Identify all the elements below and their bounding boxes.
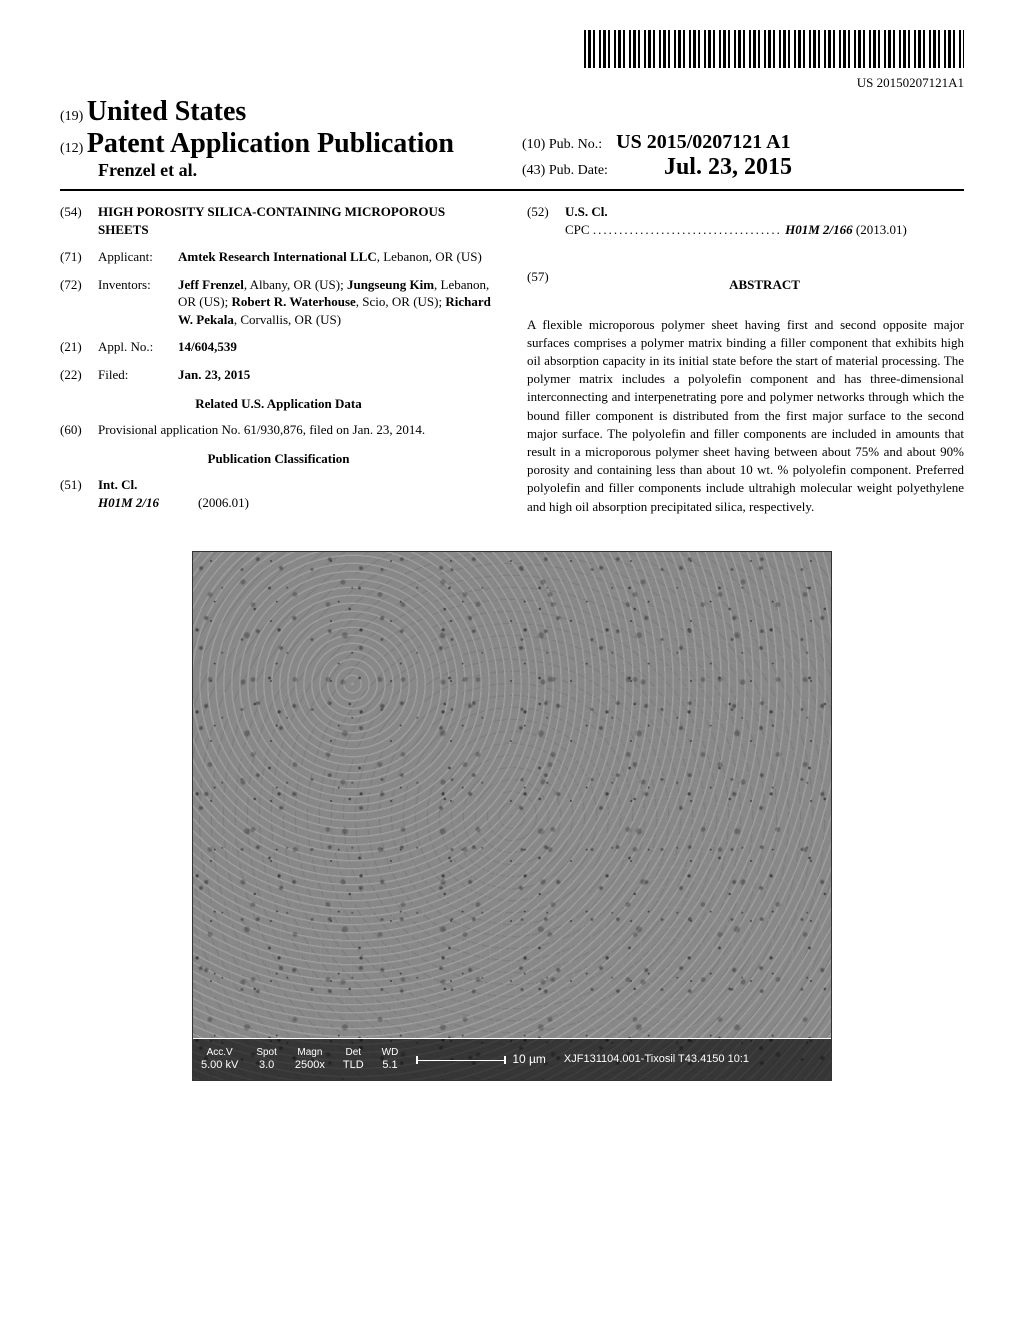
- cpc-line: CPC ....................................…: [565, 221, 964, 239]
- barcode-graphic: [584, 30, 964, 68]
- spacer: [527, 248, 964, 268]
- publication-header: (19) United States (12) Patent Applicati…: [60, 96, 964, 191]
- appl-no-label: Appl. No.:: [98, 338, 178, 356]
- appl-no-row: (21) Appl. No.: 14/604,539: [60, 338, 497, 356]
- classification-heading: Publication Classification: [60, 450, 497, 468]
- code-72: (72): [60, 276, 98, 329]
- inventors-list: Jeff Frenzel, Albany, OR (US); Jungseung…: [178, 276, 497, 329]
- inventor-1: Jeff Frenzel: [178, 277, 244, 292]
- pub-no-value: US 2015/0207121 A1: [616, 131, 790, 153]
- code-60: (60): [60, 421, 98, 439]
- spot-value: 3.0: [256, 1059, 277, 1072]
- applicant-row: (71) Applicant: Amtek Research Internati…: [60, 248, 497, 266]
- caption-wd: WD 5.1: [382, 1047, 399, 1072]
- cpc-label: CPC: [565, 222, 590, 237]
- caption-acc-v: Acc.V 5.00 kV: [201, 1047, 238, 1072]
- int-cl-code: H01M 2/16: [98, 495, 159, 510]
- appl-no-value: 14/604,539: [178, 338, 497, 356]
- wd-label: WD: [382, 1047, 399, 1059]
- applicant-location: , Lebanon, OR (US): [377, 249, 482, 264]
- sample-id: XJF131104.001-Tixosil T43.4150 10:1: [564, 1053, 749, 1066]
- magn-value: 2500x: [295, 1059, 325, 1072]
- micrograph-texture: [193, 552, 831, 1080]
- us-cl-row: (52) U.S. Cl. CPC ......................…: [527, 203, 964, 238]
- barcode-section: US 20150207121A1: [60, 30, 964, 91]
- applicant-content: Amtek Research International LLC, Lebano…: [178, 248, 497, 266]
- authors-line: Frenzel et al.: [60, 160, 502, 181]
- code-52: (52): [527, 203, 565, 238]
- publication-type: Patent Application Publication: [87, 128, 454, 159]
- int-cl-row: (51) Int. Cl. H01M 2/16 (2006.01): [60, 476, 497, 511]
- code-43: (43): [522, 163, 545, 178]
- country-name: United States: [87, 96, 246, 127]
- code-71: (71): [60, 248, 98, 266]
- code-22: (22): [60, 366, 98, 384]
- header-right: (10) Pub. No.: US 2015/0207121 A1 (43) P…: [502, 131, 964, 181]
- code-10: (10): [522, 137, 545, 152]
- caption-scale: 10 µm: [416, 1052, 546, 1066]
- left-column: (54) HIGH POROSITY SILICA-CONTAINING MIC…: [60, 203, 497, 521]
- caption-det: Det TLD: [343, 1047, 364, 1072]
- spot-label: Spot: [256, 1047, 277, 1059]
- inventors-label: Inventors:: [98, 276, 178, 329]
- pub-type-line: (12) Patent Application Publication: [60, 128, 502, 160]
- figure-container: Acc.V 5.00 kV Spot 3.0 Magn 2500x Det TL…: [60, 551, 964, 1086]
- sem-caption-bar: Acc.V 5.00 kV Spot 3.0 Magn 2500x Det TL…: [193, 1038, 831, 1080]
- code-54: (54): [60, 203, 98, 238]
- filed-value: Jan. 23, 2015: [178, 366, 497, 384]
- det-value: TLD: [343, 1059, 364, 1072]
- country-line: (19) United States: [60, 96, 502, 128]
- applicant-name: Amtek Research International LLC: [178, 249, 377, 264]
- cpc-dots: ....................................: [593, 222, 782, 237]
- right-column: (52) U.S. Cl. CPC ......................…: [527, 203, 964, 521]
- scale-bar-icon: [416, 1056, 506, 1064]
- title-row: (54) HIGH POROSITY SILICA-CONTAINING MIC…: [60, 203, 497, 238]
- acc-v-label: Acc.V: [201, 1047, 238, 1059]
- cpc-year: (2013.01): [856, 222, 907, 237]
- applicant-label: Applicant:: [98, 248, 178, 266]
- abstract-text: A flexible microporous polymer sheet hav…: [527, 316, 964, 516]
- pub-date-line: (43) Pub. Date: Jul. 23, 2015: [522, 154, 964, 181]
- sem-micrograph: Acc.V 5.00 kV Spot 3.0 Magn 2500x Det TL…: [192, 551, 832, 1081]
- invention-title: HIGH POROSITY SILICA-CONTAINING MICROPOR…: [98, 203, 497, 238]
- code-19: (19): [60, 109, 83, 124]
- us-cl-content: U.S. Cl. CPC ...........................…: [565, 203, 964, 238]
- provisional-row: (60) Provisional application No. 61/930,…: [60, 421, 497, 439]
- filed-row: (22) Filed: Jan. 23, 2015: [60, 366, 497, 384]
- det-label: Det: [343, 1047, 364, 1059]
- wd-value: 5.1: [382, 1059, 399, 1072]
- abstract-heading-row: (57) ABSTRACT: [527, 268, 964, 306]
- pub-date-value: Jul. 23, 2015: [664, 154, 792, 180]
- int-cl-label: Int. Cl.: [98, 476, 497, 494]
- inventors-row: (72) Inventors: Jeff Frenzel, Albany, OR…: [60, 276, 497, 329]
- code-21: (21): [60, 338, 98, 356]
- scale-label: 10 µm: [512, 1052, 546, 1066]
- int-cl-line: H01M 2/16 (2006.01): [98, 494, 497, 512]
- code-51: (51): [60, 476, 98, 511]
- caption-spot: Spot 3.0: [256, 1047, 277, 1072]
- int-cl-year: (2006.01): [198, 495, 249, 510]
- pub-no-label: Pub. No.:: [549, 137, 602, 152]
- magn-label: Magn: [295, 1047, 325, 1059]
- provisional-text: Provisional application No. 61/930,876, …: [98, 421, 497, 439]
- pub-no-line: (10) Pub. No.: US 2015/0207121 A1: [522, 131, 964, 154]
- related-data-heading: Related U.S. Application Data: [60, 395, 497, 413]
- int-cl-content: Int. Cl. H01M 2/16 (2006.01): [98, 476, 497, 511]
- inventor-2: Jungseung Kim: [347, 277, 434, 292]
- filed-label: Filed:: [98, 366, 178, 384]
- abstract-heading: ABSTRACT: [565, 276, 964, 294]
- pub-date-label: Pub. Date:: [549, 163, 608, 178]
- code-57: (57): [527, 268, 565, 306]
- acc-v-value: 5.00 kV: [201, 1059, 238, 1072]
- barcode-number: US 20150207121A1: [60, 75, 964, 91]
- caption-magn: Magn 2500x: [295, 1047, 325, 1072]
- us-cl-label: U.S. Cl.: [565, 203, 964, 221]
- code-12: (12): [60, 141, 83, 156]
- content-columns: (54) HIGH POROSITY SILICA-CONTAINING MIC…: [60, 203, 964, 521]
- inventor-3: Robert R. Waterhouse: [231, 294, 355, 309]
- cpc-value: H01M 2/166: [785, 222, 853, 237]
- header-left: (19) United States (12) Patent Applicati…: [60, 96, 502, 181]
- caption-sample: XJF131104.001-Tixosil T43.4150 10:1: [564, 1053, 749, 1066]
